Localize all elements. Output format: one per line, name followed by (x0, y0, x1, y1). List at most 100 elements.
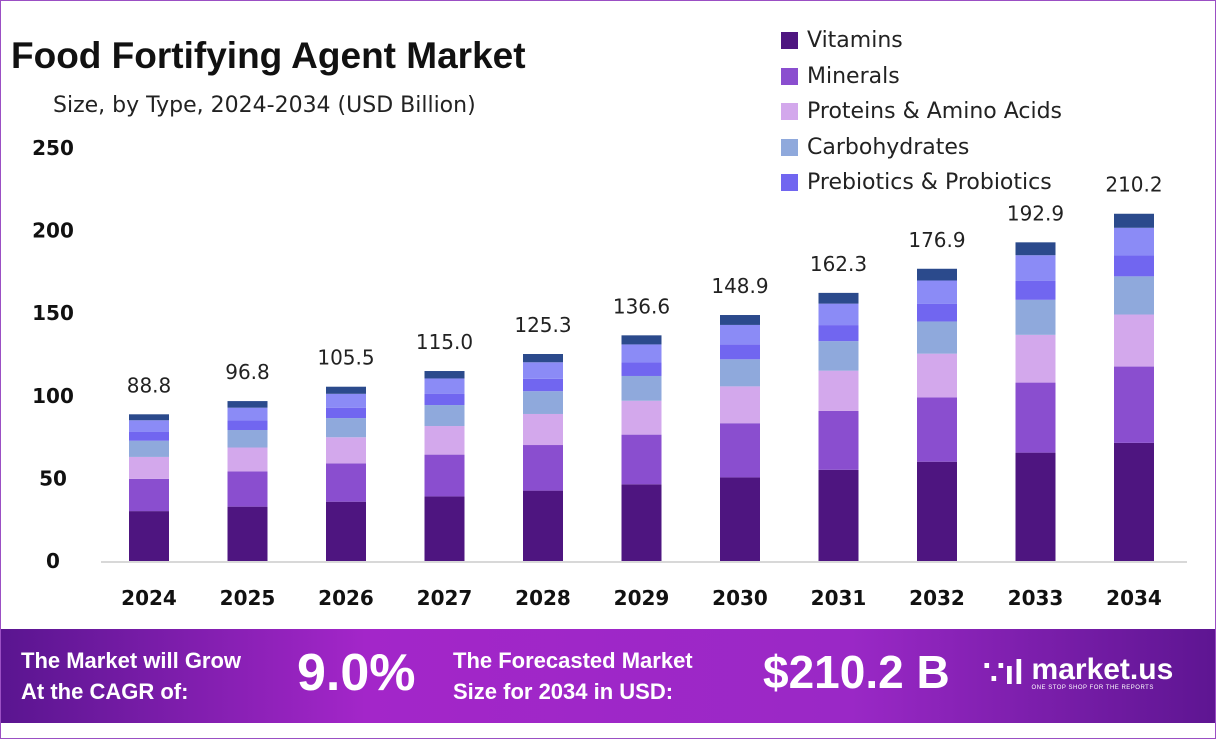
bar-segment (523, 362, 563, 379)
chart-subtitle: Size, by Type, 2024-2034 (USD Billion) (53, 93, 476, 118)
bar-segment (227, 471, 268, 507)
bar-segment (818, 341, 859, 371)
bar-segment (424, 454, 465, 497)
bar-segment (1114, 213, 1154, 228)
bar-segment (129, 414, 169, 421)
legend-item: Minerals (781, 59, 1062, 95)
bar-segment (818, 410, 859, 470)
bar-segment (1015, 242, 1056, 256)
legend-label: Minerals (807, 63, 900, 89)
total-label: 210.2 (1105, 173, 1162, 197)
logo-name: market.us (1031, 653, 1174, 686)
bar-segment (917, 353, 957, 398)
bar-segment (326, 463, 366, 502)
bar-segment (424, 378, 465, 394)
bar-segment (917, 321, 957, 354)
cagr-label-line2: At the CAGR of: (21, 679, 189, 704)
bar-segment (326, 386, 366, 394)
legend-swatch (781, 138, 798, 156)
y-tick-label: 200 (32, 219, 74, 243)
bar-segment (326, 418, 366, 438)
bar-segment (720, 315, 760, 325)
forecast-label-line2: Size for 2034 in USD: (453, 679, 674, 704)
cagr-label-line1: The Market will Grow (21, 648, 242, 673)
bar-segment (720, 423, 760, 478)
bar-segment (129, 431, 169, 441)
x-tick-label: 2030 (712, 586, 768, 610)
total-label: 162.3 (810, 252, 867, 276)
bar-segment (1015, 299, 1056, 335)
bar-segment (523, 378, 563, 392)
bar-segment (621, 375, 662, 401)
bar-segment (818, 303, 859, 326)
x-tick-label: 2028 (515, 586, 571, 610)
bar-segment (917, 461, 957, 561)
legend-swatch (781, 103, 798, 121)
bar-segment (621, 362, 662, 376)
bar-segment (1015, 280, 1056, 300)
x-tick-label: 2032 (909, 586, 965, 610)
bar-segment (917, 280, 957, 304)
x-tick-label: 2026 (318, 586, 374, 610)
total-label: 192.9 (1007, 201, 1064, 225)
forecast-value: $210.2 B (763, 646, 950, 698)
logo-tagline: ONE STOP SHOP FOR THE REPORTS (1031, 685, 1154, 691)
y-tick-label: 250 (32, 136, 74, 160)
bar-segment (523, 391, 563, 414)
x-tick-label: 2033 (1008, 586, 1064, 610)
x-tick-label: 2031 (811, 586, 867, 610)
forecast-label-line1: The Forecasted Market (453, 648, 693, 673)
bar-segment (227, 407, 268, 421)
y-tick-label: 150 (32, 301, 74, 325)
bar-segment (621, 344, 662, 363)
bar-segment (523, 445, 563, 491)
x-tick-label: 2025 (220, 586, 276, 610)
legend-label: Carbohydrates (807, 134, 970, 160)
bar-segment (227, 420, 268, 430)
bar-segment (1114, 255, 1154, 277)
bar-segment (326, 501, 366, 561)
bar-segment (621, 335, 662, 345)
bar-segment (1114, 227, 1154, 256)
bar-segment (818, 292, 859, 304)
bar-segment (129, 440, 169, 457)
bar-segment (818, 469, 859, 561)
legend-label: Vitamins (807, 28, 903, 54)
y-tick-label: 50 (39, 466, 67, 490)
bar-segment (621, 484, 662, 561)
bar-segment (424, 426, 465, 455)
bar-segment (621, 434, 662, 485)
footer-banner: The Market will Grow At the CAGR of: 9.0… (1, 629, 1215, 723)
bar-segment (1114, 442, 1154, 561)
bar-segment (621, 400, 662, 435)
logo-mark-icon: ∵ıl (983, 654, 1024, 692)
cagr-value: 9.0% (297, 644, 416, 702)
bar-segment (1015, 255, 1056, 281)
y-tick-label: 100 (32, 384, 74, 408)
bar-segment (424, 393, 465, 406)
total-label: 105.5 (317, 346, 374, 370)
bar-segment (227, 506, 268, 561)
bar-segment (917, 268, 957, 281)
total-label: 125.3 (514, 313, 571, 337)
legend-label: Prebiotics & Probiotics (807, 170, 1052, 196)
bar-segment (129, 511, 169, 561)
bar-segment (1114, 366, 1154, 443)
legend-item: Prebiotics & Probiotics (781, 165, 1062, 201)
bar-segment (523, 354, 563, 363)
x-tick-label: 2024 (121, 586, 177, 610)
total-label: 176.9 (908, 228, 965, 252)
bar-segment (326, 437, 366, 464)
total-label: 88.8 (127, 373, 172, 397)
bar-segment (326, 407, 366, 419)
forecast-label: The Forecasted Market Size for 2034 in U… (453, 645, 693, 707)
bar-segment (1015, 382, 1056, 453)
chart-title: Food Fortifying Agent Market (11, 35, 526, 76)
legend: Vitamins Minerals Proteins & Amino Acids Ca… (781, 23, 1062, 201)
cagr-label: The Market will Grow At the CAGR of: (21, 645, 241, 707)
x-tick-label: 2034 (1106, 586, 1162, 610)
bar-segment (129, 478, 169, 512)
bar-segment (1114, 276, 1154, 315)
bar-segment (1015, 334, 1056, 383)
bar-segment (917, 397, 957, 462)
